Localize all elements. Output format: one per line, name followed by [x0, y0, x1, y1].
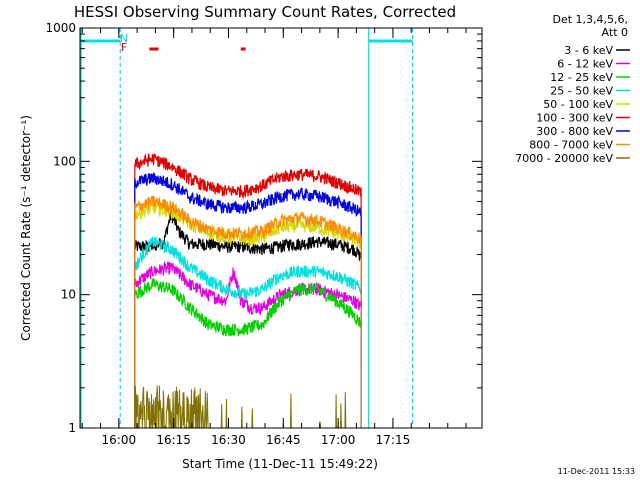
- legend-entry-label: 300 - 800 keV: [536, 125, 613, 138]
- legend-header-line-1: Det 1,3,4,5,6,: [552, 13, 628, 26]
- legend-entry-label: 25 - 50 keV: [550, 85, 613, 98]
- series-line-7000-20000-kev: [134, 384, 355, 430]
- series-line-6-12-kev: [134, 260, 362, 429]
- legend-entry-label: 3 - 6 keV: [564, 44, 613, 57]
- legend-header-line-2: Att 0: [602, 26, 628, 39]
- y-tick-label: 100: [53, 154, 76, 168]
- x-tick-label: 16:30: [211, 433, 246, 447]
- x-tick-label: 16:15: [156, 433, 191, 447]
- legend-entry-label: 12 - 25 keV: [550, 71, 613, 84]
- plot-frame: [79, 27, 483, 429]
- marker-label: F: [121, 41, 127, 54]
- chart-title: HESSI Observing Summary Count Rates, Cor…: [74, 3, 456, 21]
- legend-entry-label: 6 - 12 keV: [557, 58, 613, 71]
- y-tick-label: 1: [68, 421, 76, 435]
- x-tick-label: 16:00: [102, 433, 137, 447]
- legend-entry-label: 100 - 300 keV: [536, 112, 613, 125]
- marker-label: N: [120, 32, 128, 45]
- series-line-25-50-kev: [134, 236, 362, 429]
- legend-entry-label: 50 - 100 keV: [543, 98, 613, 111]
- x-tick-label: 17:00: [321, 433, 356, 447]
- series-line-12-25-kev: [134, 277, 362, 429]
- series-line-300-800-kev: [134, 172, 362, 429]
- x-tick-label: 17:15: [376, 433, 411, 447]
- y-tick-label: 10: [61, 288, 76, 302]
- y-axis-label: Corrected Count Rate (s⁻¹ detector⁻¹): [19, 115, 33, 341]
- x-axis-label: Start Time (11-Dec-11 15:49:22): [182, 457, 378, 471]
- timestamp: 11-Dec-2011 15:33: [558, 467, 635, 476]
- series-line-800-7000-kev: [134, 194, 362, 429]
- series-line-100-300-kev: [134, 153, 362, 429]
- legend-entry-label: 7000 - 20000 keV: [515, 152, 613, 165]
- y-tick-label: 1000: [45, 21, 76, 35]
- x-tick-label: 16:45: [266, 433, 301, 447]
- legend-entry-label: 800 - 7000 keV: [529, 139, 613, 152]
